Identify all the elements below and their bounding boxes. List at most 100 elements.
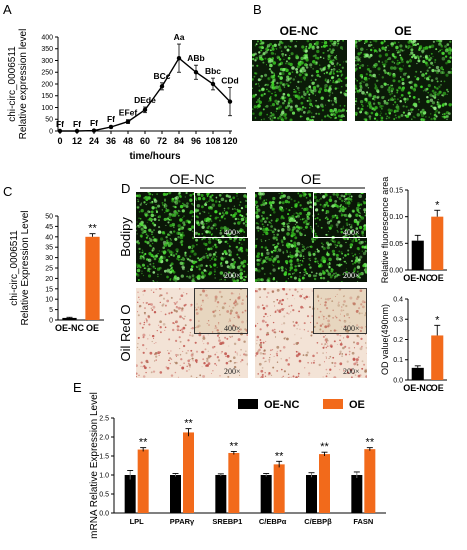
lipid-droplet-fluor bbox=[184, 196, 186, 198]
lipid-droplet-fluor bbox=[238, 257, 241, 260]
lipid-droplet-fluor bbox=[254, 117, 257, 119]
lipid-droplet-stain bbox=[264, 340, 267, 343]
lipid-droplet-fluor bbox=[182, 203, 186, 207]
lipid-droplet-fluor bbox=[431, 69, 435, 72]
lipid-droplet-fluor bbox=[223, 229, 227, 232]
lipid-droplet-fluor bbox=[326, 245, 330, 250]
lipid-droplet-fluor bbox=[331, 204, 335, 208]
lipid-droplet-fluor bbox=[160, 273, 162, 275]
lipid-droplet-fluor bbox=[291, 66, 295, 70]
lipid-droplet-fluor bbox=[277, 100, 280, 103]
lipid-droplet-stain bbox=[259, 328, 262, 331]
lipid-droplet-fluor bbox=[186, 257, 188, 260]
lipid-droplet-fluor bbox=[363, 208, 367, 212]
lipid-droplet-fluor bbox=[214, 277, 216, 279]
lipid-droplet-fluor bbox=[149, 252, 152, 255]
lipid-droplet-fluor bbox=[178, 200, 181, 203]
lipid-droplet-fluor bbox=[147, 213, 149, 215]
lipid-droplet-fluor bbox=[136, 273, 140, 277]
lipid-droplet-fluor bbox=[234, 217, 238, 221]
lipid-droplet-fluor bbox=[298, 264, 301, 268]
lipid-droplet-stain bbox=[164, 313, 167, 316]
lipid-droplet-fluor bbox=[386, 115, 388, 118]
lipid-droplet-fluor bbox=[310, 40, 312, 41]
lipid-droplet-stain bbox=[346, 335, 350, 339]
lipid-droplet-stain bbox=[365, 347, 367, 349]
lipid-droplet-fluor bbox=[356, 47, 358, 49]
lipid-droplet-fluor bbox=[253, 75, 256, 78]
lipid-droplet-fluor bbox=[442, 94, 445, 97]
lipid-droplet-fluor bbox=[398, 41, 400, 43]
lipid-droplet-fluor bbox=[207, 240, 212, 244]
y-tick-label: 15 bbox=[45, 286, 53, 293]
y-axis-label: Relative Expression Level bbox=[20, 210, 31, 325]
lipid-droplet-stain bbox=[325, 356, 327, 358]
lipid-droplet-fluor bbox=[164, 198, 166, 201]
lipid-droplet-fluor bbox=[143, 229, 147, 234]
lipid-droplet-stain bbox=[241, 359, 244, 362]
lipid-droplet-fluor bbox=[304, 219, 308, 223]
lipid-droplet-fluor bbox=[172, 205, 175, 208]
lipid-droplet-fluor bbox=[352, 268, 356, 272]
lipid-droplet-stain bbox=[181, 330, 184, 334]
lipid-droplet-fluor bbox=[446, 43, 450, 46]
y-tick-label: 30 bbox=[45, 255, 53, 262]
lipid-droplet-fluor bbox=[242, 259, 247, 264]
lipid-droplet-fluor bbox=[219, 229, 222, 232]
lipid-droplet-fluor bbox=[374, 66, 376, 69]
lipid-droplet-fluor bbox=[307, 110, 311, 114]
lipid-droplet-stain bbox=[329, 355, 332, 358]
lipid-droplet-stain bbox=[282, 322, 286, 325]
lipid-droplet-stain bbox=[230, 336, 232, 338]
lipid-droplet-fluor bbox=[422, 90, 425, 92]
lipid-droplet-fluor bbox=[331, 92, 334, 94]
lipid-droplet-stain bbox=[195, 350, 199, 353]
lipid-droplet-fluor bbox=[323, 40, 326, 41]
lipid-droplet-fluor bbox=[191, 236, 195, 240]
lipid-droplet-stain bbox=[343, 319, 347, 323]
lipid-droplet-stain bbox=[225, 369, 228, 371]
lipid-droplet-fluor bbox=[424, 88, 428, 92]
lipid-droplet-stain bbox=[260, 369, 264, 373]
lipid-droplet-stain bbox=[159, 331, 162, 334]
lipid-droplet-fluor bbox=[412, 96, 416, 99]
lipid-droplet-stain bbox=[307, 330, 309, 332]
lipid-droplet-fluor bbox=[201, 220, 204, 223]
lipid-droplet-fluor bbox=[252, 64, 254, 67]
lipid-droplet-fluor bbox=[405, 114, 410, 118]
lipid-droplet-stain bbox=[276, 350, 278, 352]
lipid-droplet-stain bbox=[344, 353, 348, 356]
lipid-droplet-fluor bbox=[446, 118, 448, 120]
lipid-droplet-fluor bbox=[161, 201, 164, 204]
bar bbox=[364, 449, 376, 513]
lipid-droplet-fluor bbox=[396, 49, 398, 52]
lipid-droplet-fluor bbox=[397, 50, 399, 52]
lipid-droplet-fluor bbox=[282, 222, 286, 226]
lipid-droplet-fluor bbox=[322, 51, 325, 54]
significance-label: * bbox=[435, 314, 440, 326]
lipid-droplet-fluor bbox=[293, 272, 296, 274]
lipid-droplet-stain bbox=[288, 357, 291, 359]
lipid-droplet-fluor bbox=[374, 62, 378, 67]
bar bbox=[183, 432, 194, 513]
lipid-droplet-stain bbox=[233, 316, 235, 319]
lipid-droplet-fluor bbox=[241, 280, 244, 282]
lipid-droplet-fluor bbox=[315, 208, 319, 212]
lipid-droplet-fluor bbox=[337, 70, 340, 73]
lipid-droplet-fluor bbox=[326, 80, 330, 84]
lipid-droplet-fluor bbox=[435, 48, 438, 51]
lipid-droplet-fluor bbox=[309, 258, 311, 260]
lipid-droplet-fluor bbox=[333, 56, 337, 59]
lipid-droplet-fluor bbox=[296, 65, 300, 69]
lipid-droplet-stain bbox=[149, 351, 153, 355]
lipid-droplet-fluor bbox=[429, 98, 434, 102]
lipid-droplet-fluor bbox=[191, 202, 193, 205]
lipid-droplet-stain bbox=[145, 318, 147, 320]
lipid-droplet-stain bbox=[142, 366, 143, 368]
lipid-droplet-stain bbox=[172, 328, 175, 332]
lipid-droplet-fluor bbox=[272, 236, 276, 240]
lipid-droplet-fluor bbox=[376, 111, 378, 113]
lipid-droplet-stain bbox=[150, 371, 153, 374]
lipid-droplet-stain bbox=[181, 350, 184, 353]
